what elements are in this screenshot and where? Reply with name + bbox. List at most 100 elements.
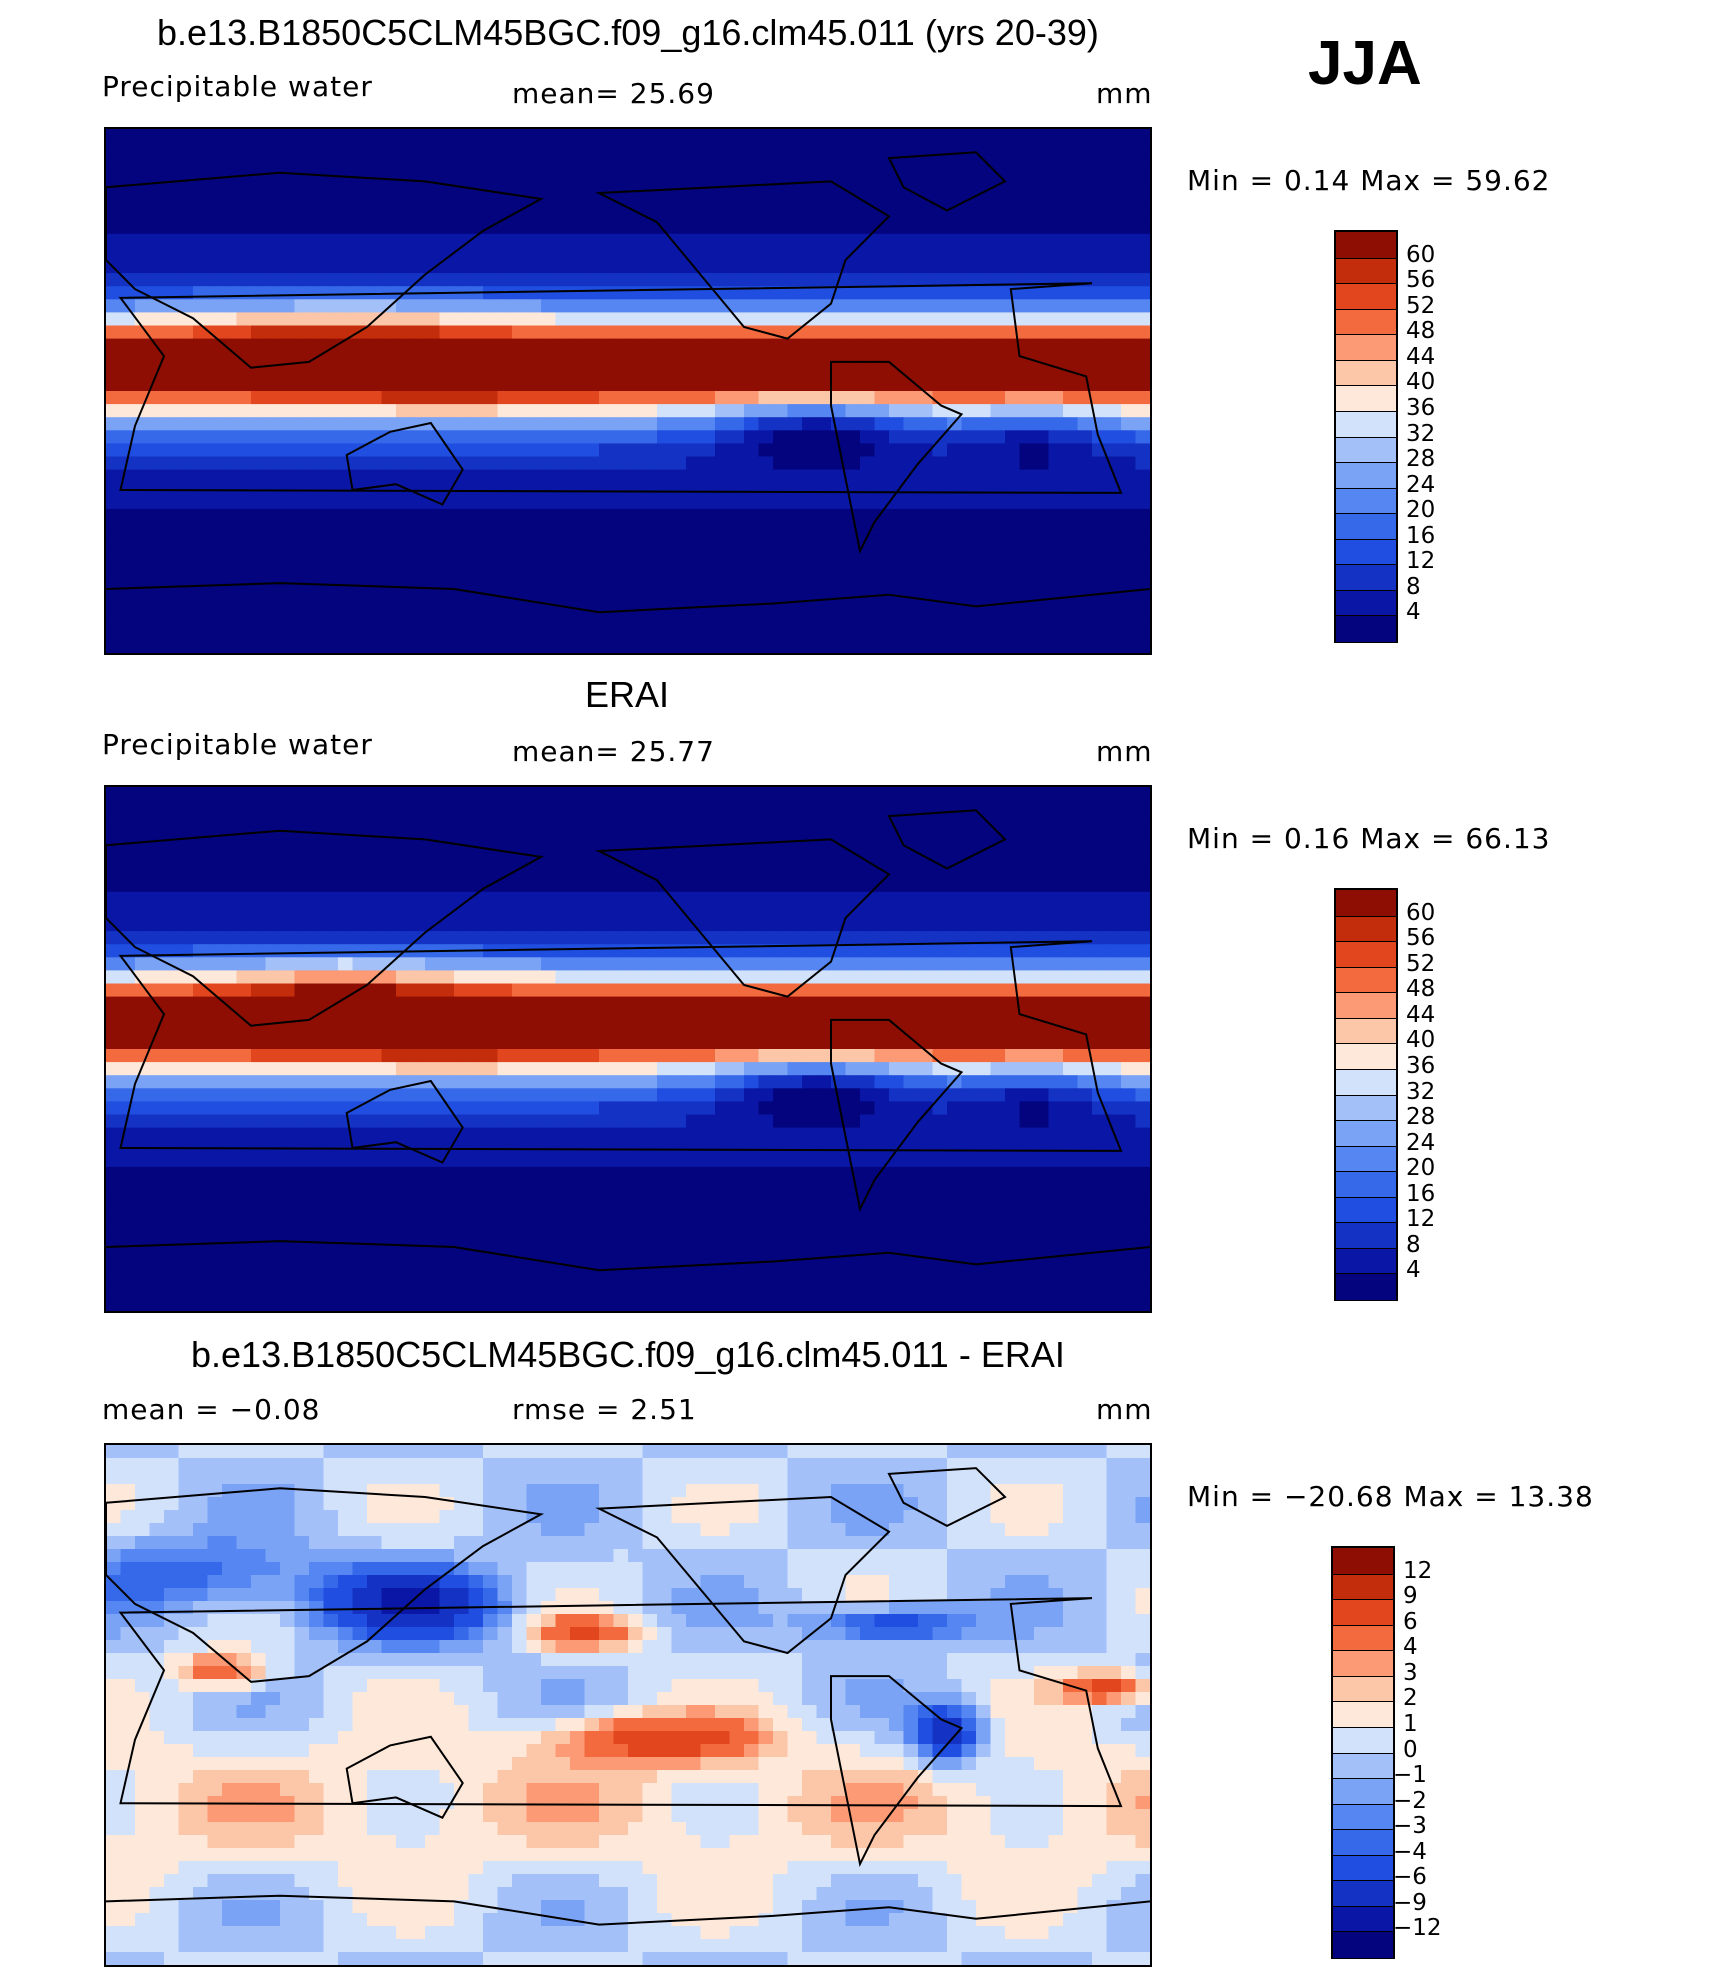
colorbar-tick-label: 24 bbox=[1406, 1129, 1436, 1156]
colorbar-tick-label: 48 bbox=[1406, 976, 1436, 1003]
colorbar-swatch bbox=[1336, 589, 1396, 617]
colorbar-tick-label: 40 bbox=[1406, 1027, 1436, 1054]
panel3-rmse-label: rmse = 2.51 bbox=[512, 1393, 697, 1426]
colorbar-swatch bbox=[1336, 1145, 1396, 1173]
colorbar-tick-label: 40 bbox=[1406, 369, 1436, 396]
colorbar-swatch bbox=[1336, 410, 1396, 438]
colorbar-tick-label: 2 bbox=[1403, 1685, 1418, 1712]
colorbar-tick-label: −1 bbox=[1393, 1762, 1427, 1789]
colorbar-tick-label: 44 bbox=[1406, 343, 1436, 370]
colorbar-tick-label: 3 bbox=[1403, 1659, 1418, 1686]
colorbar-swatch bbox=[1333, 1905, 1393, 1933]
panel1-units-label: mm bbox=[1096, 77, 1153, 110]
panel3-colorbar bbox=[1331, 1546, 1395, 1959]
colorbar-tick-label: 6 bbox=[1403, 1608, 1418, 1635]
colorbar-tick-label: −4 bbox=[1393, 1838, 1427, 1865]
colorbar-swatch bbox=[1336, 232, 1396, 258]
colorbar-swatch bbox=[1336, 1171, 1396, 1198]
colorbar-swatch bbox=[1333, 1829, 1393, 1856]
colorbar-swatch bbox=[1336, 1196, 1396, 1224]
colorbar-swatch bbox=[1336, 538, 1396, 566]
panel1-colorbar bbox=[1334, 230, 1398, 643]
colorbar-tick-label: 20 bbox=[1406, 497, 1436, 524]
panel2-map bbox=[104, 785, 1152, 1313]
panel3-map-plot bbox=[106, 1445, 1150, 1965]
colorbar-swatch bbox=[1336, 436, 1396, 464]
colorbar-tick-label: 44 bbox=[1406, 1001, 1436, 1028]
colorbar-swatch bbox=[1336, 1043, 1396, 1070]
colorbar-tick-label: 16 bbox=[1406, 1180, 1436, 1207]
panel2-variable-label: Precipitable water bbox=[102, 728, 373, 761]
colorbar-tick-label: −2 bbox=[1393, 1787, 1427, 1814]
panel1-variable-label: Precipitable water bbox=[102, 70, 373, 103]
colorbar-swatch bbox=[1333, 1573, 1393, 1601]
panel3-title: b.e13.B1850C5CLM45BGC.f09_g16.clm45.011 … bbox=[191, 1334, 1065, 1375]
colorbar-tick-label: 12 bbox=[1406, 548, 1436, 575]
colorbar-swatch bbox=[1336, 283, 1396, 310]
colorbar-tick-label: 4 bbox=[1403, 1634, 1418, 1661]
colorbar-swatch bbox=[1333, 1931, 1393, 1958]
colorbar-tick-label: 32 bbox=[1406, 420, 1436, 447]
colorbar-tick-label: 8 bbox=[1406, 1231, 1421, 1258]
colorbar-tick-label: 52 bbox=[1406, 950, 1436, 977]
colorbar-swatch bbox=[1336, 513, 1396, 540]
colorbar-swatch bbox=[1336, 1222, 1396, 1249]
colorbar-swatch bbox=[1336, 564, 1396, 591]
panel3-map bbox=[104, 1443, 1152, 1967]
colorbar-tick-label: 8 bbox=[1406, 573, 1421, 600]
colorbar-tick-label: 20 bbox=[1406, 1155, 1436, 1182]
colorbar-swatch bbox=[1336, 385, 1396, 412]
panel1-map-plot bbox=[106, 129, 1150, 653]
colorbar-swatch bbox=[1333, 1624, 1393, 1652]
colorbar-swatch bbox=[1336, 308, 1396, 336]
colorbar-swatch bbox=[1333, 1803, 1393, 1831]
panel3-units-label: mm bbox=[1096, 1393, 1153, 1426]
colorbar-swatch bbox=[1333, 1726, 1393, 1754]
colorbar-tick-label: 16 bbox=[1406, 522, 1436, 549]
colorbar-tick-label: 0 bbox=[1403, 1736, 1418, 1763]
colorbar-swatch bbox=[1336, 487, 1396, 515]
colorbar-tick-label: 48 bbox=[1406, 318, 1436, 345]
colorbar-tick-label: 56 bbox=[1406, 267, 1436, 294]
colorbar-tick-label: −3 bbox=[1393, 1813, 1427, 1840]
colorbar-swatch bbox=[1336, 615, 1396, 642]
season-label: JJA bbox=[1308, 29, 1422, 98]
colorbar-tick-label: 36 bbox=[1406, 394, 1436, 421]
colorbar-tick-label: 32 bbox=[1406, 1078, 1436, 1105]
colorbar-tick-label: 28 bbox=[1406, 446, 1436, 473]
colorbar-tick-label: 12 bbox=[1403, 1557, 1433, 1584]
colorbar-swatch bbox=[1333, 1650, 1393, 1677]
panel2-map-plot bbox=[106, 787, 1150, 1311]
panel3-mean-label: mean = −0.08 bbox=[102, 1393, 321, 1426]
panel2-title: ERAI bbox=[585, 674, 670, 715]
colorbar-swatch bbox=[1336, 1247, 1396, 1275]
panel1-mean-label: mean= 25.69 bbox=[512, 77, 715, 110]
colorbar-swatch bbox=[1336, 966, 1396, 994]
colorbar-tick-label: 60 bbox=[1406, 241, 1436, 268]
colorbar-swatch bbox=[1333, 1599, 1393, 1626]
colorbar-tick-label: 28 bbox=[1406, 1104, 1436, 1131]
colorbar-swatch bbox=[1336, 1068, 1396, 1096]
colorbar-tick-label: 4 bbox=[1406, 1257, 1421, 1284]
panel1-minmax: Min = 0.14 Max = 59.62 bbox=[1187, 164, 1551, 197]
colorbar-swatch bbox=[1336, 915, 1396, 943]
colorbar-swatch bbox=[1333, 1778, 1393, 1805]
panel3-minmax: Min = −20.68 Max = 13.38 bbox=[1187, 1480, 1594, 1513]
panel1-map bbox=[104, 127, 1152, 655]
colorbar-swatch bbox=[1336, 941, 1396, 968]
panel2-colorbar bbox=[1334, 888, 1398, 1301]
colorbar-tick-label: 36 bbox=[1406, 1052, 1436, 1079]
colorbar-swatch bbox=[1336, 1120, 1396, 1147]
colorbar-tick-label: −6 bbox=[1393, 1864, 1427, 1891]
panel1-title: b.e13.B1850C5CLM45BGC.f09_g16.clm45.011 … bbox=[157, 12, 1099, 53]
colorbar-swatch bbox=[1333, 1880, 1393, 1907]
colorbar-tick-label: 4 bbox=[1406, 599, 1421, 626]
colorbar-tick-label: 12 bbox=[1406, 1206, 1436, 1233]
colorbar-swatch bbox=[1336, 890, 1396, 916]
colorbar-swatch bbox=[1336, 462, 1396, 489]
colorbar-tick-label: −12 bbox=[1393, 1915, 1442, 1942]
colorbar-swatch bbox=[1336, 359, 1396, 387]
colorbar-tick-label: 24 bbox=[1406, 471, 1436, 498]
colorbar-tick-label: 56 bbox=[1406, 925, 1436, 952]
colorbar-swatch bbox=[1336, 1094, 1396, 1122]
